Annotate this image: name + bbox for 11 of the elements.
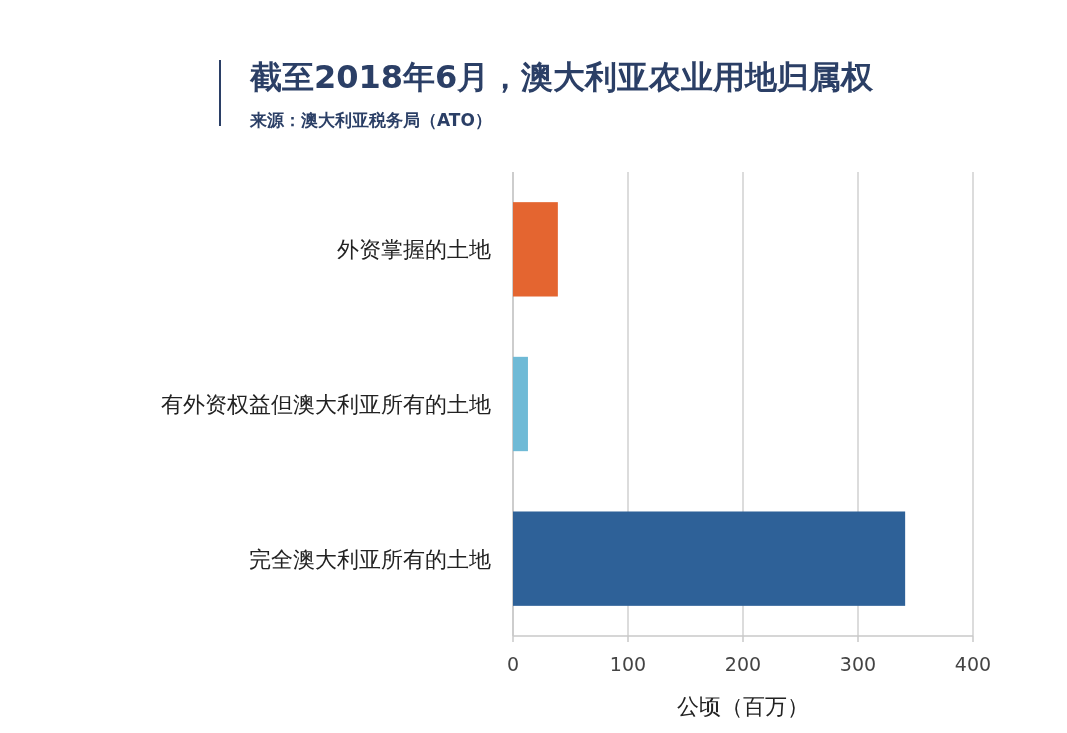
y-tick-label: 完全澳大利亚所有的土地 [249, 546, 491, 572]
x-tick-label: 300 [839, 653, 877, 675]
x-tick-label: 200 [724, 653, 762, 675]
x-tick-label: 0 [506, 653, 520, 675]
annotation: 来源：澳大利亚税务局（ATO） [250, 110, 492, 130]
y-tick-label: 有外资权益但澳大利亚所有的土地 [161, 392, 491, 417]
x-tick-label: 100 [609, 653, 647, 675]
x-tick-label: 400 [954, 653, 992, 675]
y-tick-label: 外资掌握的土地 [337, 237, 491, 263]
title: 截至2018年6月，澳大利亚农业用地归属权 [250, 58, 874, 96]
x-axis-title: 公顷（百万） [677, 694, 809, 719]
